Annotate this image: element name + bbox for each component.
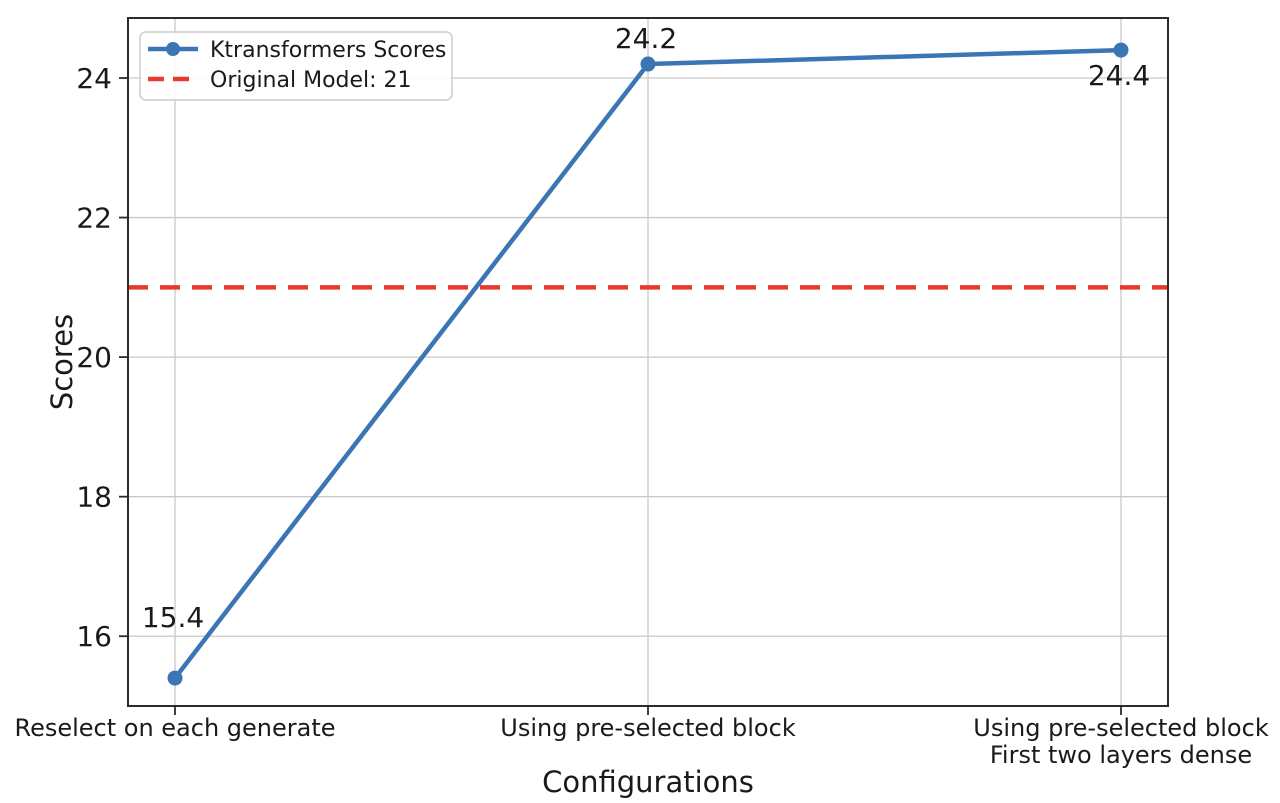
data-point-labels: 15.4 24.2 24.4: [142, 22, 1150, 634]
data-point-marker: [640, 56, 656, 72]
legend-entry-reference: Original Model: 21: [148, 68, 412, 93]
axis-ticks: [119, 77, 1122, 715]
y-tick-label: 24: [76, 62, 112, 95]
y-tick-label: 16: [76, 620, 112, 653]
x-tick-label: Using pre-selected block: [500, 714, 796, 742]
data-point-markers: [167, 42, 1129, 686]
x-axis-label: Configurations: [542, 765, 754, 799]
legend-entry-label: Original Model: 21: [210, 68, 412, 93]
legend-marker-dot-icon: [166, 42, 180, 56]
y-tick-labels: 16 18 20 22 24: [76, 62, 112, 653]
y-tick-label: 18: [76, 481, 112, 514]
legend: Ktransformers Scores Original Model: 21: [139, 31, 453, 101]
x-tick-label: Using pre-selected block: [973, 714, 1269, 742]
x-tick-label: Reselect on each generate: [14, 714, 335, 742]
data-point-value-label: 24.2: [615, 22, 677, 55]
legend-entry-series: Ktransformers Scores: [148, 38, 446, 63]
legend-box: [139, 31, 453, 101]
y-axis-label: Scores: [45, 314, 79, 410]
data-point-marker: [1113, 42, 1129, 58]
y-tick-label: 20: [76, 341, 112, 374]
data-point-value-label: 15.4: [142, 601, 204, 634]
gridlines: [128, 18, 1168, 706]
legend-entry-label: Ktransformers Scores: [210, 38, 446, 63]
x-tick-labels: Reselect on each generate Using pre-selec…: [14, 714, 1268, 769]
y-tick-label: 22: [76, 202, 112, 235]
data-point-value-label: 24.4: [1088, 59, 1150, 92]
data-point-marker: [167, 670, 183, 686]
x-tick-label: First two layers dense: [990, 741, 1252, 769]
